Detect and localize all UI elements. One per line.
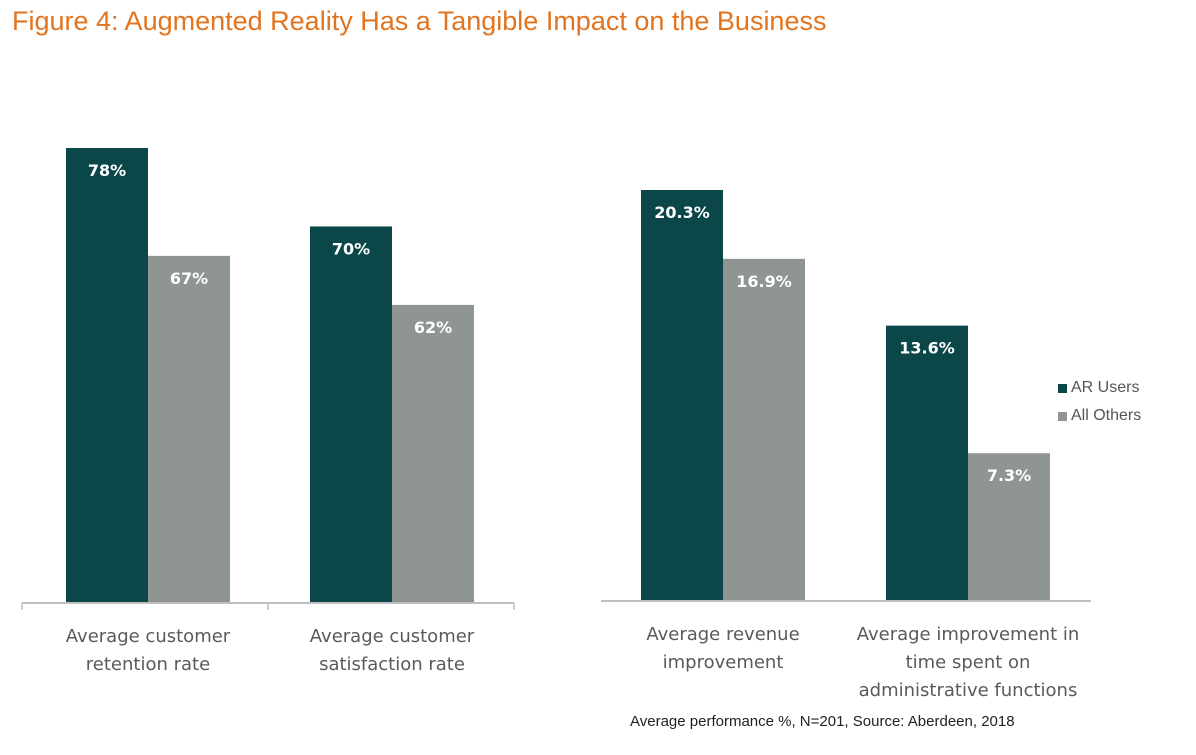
legend-item-all-others: All Others xyxy=(1058,402,1141,430)
legend-item-ar-users: AR Users xyxy=(1058,374,1141,402)
data-label-ar-users-chart1-group1: 78% xyxy=(88,161,126,180)
category-label-chart1-group2-line1: Average customer xyxy=(310,626,475,647)
bar-all-others-chart2-group2 xyxy=(968,453,1050,601)
category-label-chart1-group1-line1: Average customer xyxy=(66,626,231,647)
bar-all-others-chart2-group1 xyxy=(723,258,805,601)
category-label-chart2-group2-line2: time spent on xyxy=(906,652,1031,673)
bar-ar-users-chart2-group1 xyxy=(641,190,723,601)
data-label-ar-users-chart2-group2: 13.6% xyxy=(899,339,955,358)
data-label-all-others-chart1-group2: 62% xyxy=(414,318,452,337)
legend: AR Users All Others xyxy=(1058,374,1141,430)
bar-ar-users-chart1-group1 xyxy=(66,148,148,603)
chart-title: Figure 4: Augmented Reality Has a Tangib… xyxy=(12,6,827,36)
data-label-all-others-chart2-group1: 16.9% xyxy=(736,272,792,291)
category-label-chart2-group2-line3: administrative functions xyxy=(859,680,1078,701)
bar-all-others-chart1-group1 xyxy=(148,255,230,603)
data-label-all-others-chart2-group2: 7.3% xyxy=(987,466,1031,485)
bar-ar-users-chart1-group2 xyxy=(310,226,392,603)
legend-label-all-others: All Others xyxy=(1071,407,1142,424)
data-label-ar-users-chart2-group1: 20.3% xyxy=(654,203,710,222)
category-label-chart2-group1-line1: Average revenue xyxy=(646,624,799,645)
data-label-ar-users-chart1-group2: 70% xyxy=(332,239,370,258)
legend-swatch-ar-users xyxy=(1058,383,1067,393)
category-label-chart1-group2-line2: satisfaction rate xyxy=(319,654,465,675)
bar-all-others-chart1-group2 xyxy=(392,304,474,603)
category-label-chart1-group1-line2: retention rate xyxy=(86,654,210,675)
bar-ar-users-chart2-group2 xyxy=(886,325,968,601)
category-label-chart2-group2-line1: Average improvement in xyxy=(857,624,1080,645)
legend-label-ar-users: AR Users xyxy=(1071,379,1140,396)
source-note: Average performance %, N=201, Source: Ab… xyxy=(630,713,1015,730)
legend-swatch-all-others xyxy=(1058,411,1067,421)
category-label-chart2-group1-line2: improvement xyxy=(663,652,784,673)
data-label-all-others-chart1-group1: 67% xyxy=(170,269,208,288)
